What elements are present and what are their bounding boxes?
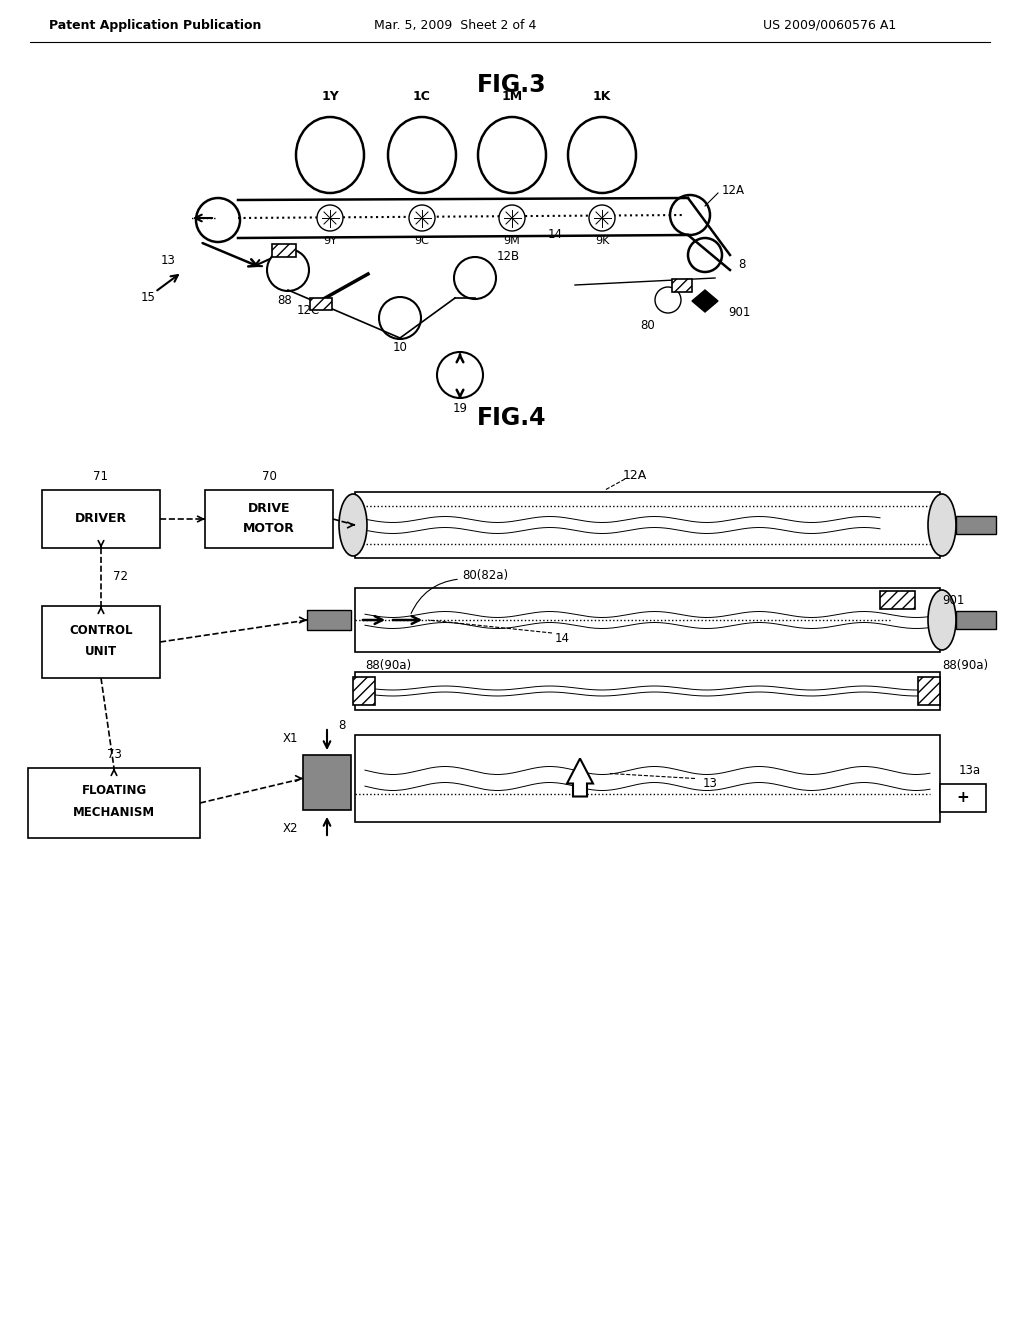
Text: 13a: 13a	[958, 763, 981, 776]
Bar	[672, 279, 692, 292]
Text: 13: 13	[161, 253, 175, 267]
Polygon shape	[692, 290, 718, 312]
Circle shape	[196, 198, 240, 242]
Text: 9Y: 9Y	[323, 236, 337, 246]
Circle shape	[655, 286, 681, 313]
Text: 1K: 1K	[593, 91, 611, 103]
Text: +: +	[956, 791, 970, 805]
Circle shape	[670, 195, 710, 235]
Text: Patent Application Publication: Patent Application Publication	[49, 18, 261, 32]
Bar	[28, 768, 200, 838]
Text: MOTOR: MOTOR	[243, 523, 295, 536]
Text: 8: 8	[338, 718, 346, 731]
Text: DRIVE: DRIVE	[248, 503, 290, 516]
Ellipse shape	[928, 590, 956, 649]
Bar	[272, 244, 296, 257]
Text: 71: 71	[93, 470, 109, 483]
Text: 10: 10	[392, 342, 408, 355]
Ellipse shape	[339, 494, 367, 556]
Ellipse shape	[388, 117, 456, 193]
Bar	[956, 516, 996, 535]
Text: 70: 70	[261, 470, 276, 483]
Bar	[205, 490, 333, 548]
Bar	[940, 784, 986, 812]
Polygon shape	[567, 759, 593, 796]
Bar	[42, 490, 160, 548]
Bar	[353, 677, 375, 705]
Text: 12C: 12C	[296, 304, 319, 317]
Text: 1Y: 1Y	[322, 91, 339, 103]
Bar	[307, 610, 351, 630]
Ellipse shape	[928, 494, 956, 556]
Bar	[355, 587, 940, 652]
Circle shape	[409, 205, 435, 231]
Circle shape	[688, 238, 722, 272]
Text: FLOATING: FLOATING	[81, 784, 146, 797]
Text: 12A: 12A	[623, 469, 647, 482]
Circle shape	[317, 205, 343, 231]
Text: 13: 13	[702, 777, 718, 789]
Bar	[303, 755, 351, 810]
Circle shape	[454, 257, 496, 300]
Circle shape	[437, 352, 483, 399]
Text: 88: 88	[278, 293, 293, 306]
Text: 15: 15	[140, 292, 156, 305]
Text: 9M: 9M	[504, 236, 520, 246]
Text: 88(90a): 88(90a)	[365, 659, 411, 672]
Circle shape	[267, 249, 309, 290]
Text: 9K: 9K	[595, 236, 609, 246]
Text: CONTROL: CONTROL	[70, 623, 133, 636]
Text: UNIT: UNIT	[85, 645, 117, 659]
Bar	[880, 591, 915, 609]
Text: 88(90a): 88(90a)	[942, 659, 988, 672]
Text: 12B: 12B	[497, 251, 519, 264]
Text: X2: X2	[283, 821, 298, 834]
Text: DRIVER: DRIVER	[75, 512, 127, 525]
Circle shape	[379, 297, 421, 339]
Text: 12A: 12A	[722, 183, 745, 197]
Bar	[355, 672, 940, 710]
Text: 901: 901	[728, 305, 751, 318]
Text: 80: 80	[641, 318, 655, 331]
Text: MECHANISM: MECHANISM	[73, 807, 155, 820]
Text: 14: 14	[555, 631, 570, 644]
Bar	[956, 611, 996, 630]
Text: 1C: 1C	[413, 91, 431, 103]
Text: US 2009/0060576 A1: US 2009/0060576 A1	[763, 18, 897, 32]
Text: 8: 8	[738, 259, 745, 272]
Text: 80(82a): 80(82a)	[462, 569, 508, 582]
Text: 73: 73	[106, 747, 122, 760]
Text: FIG.4: FIG.4	[477, 407, 547, 430]
Bar	[310, 298, 332, 310]
Text: 1M: 1M	[502, 91, 522, 103]
Ellipse shape	[296, 117, 364, 193]
Circle shape	[499, 205, 525, 231]
Text: Mar. 5, 2009  Sheet 2 of 4: Mar. 5, 2009 Sheet 2 of 4	[374, 18, 537, 32]
Text: 19: 19	[453, 401, 468, 414]
Text: FIG.3: FIG.3	[477, 73, 547, 96]
Bar	[918, 677, 940, 705]
Text: X1: X1	[283, 733, 298, 746]
Text: 72: 72	[114, 570, 128, 583]
Text: 901: 901	[942, 594, 965, 607]
Circle shape	[589, 205, 615, 231]
Ellipse shape	[568, 117, 636, 193]
Bar	[355, 735, 940, 822]
Bar	[355, 492, 940, 558]
Bar	[42, 606, 160, 678]
Ellipse shape	[478, 117, 546, 193]
Text: 9C: 9C	[415, 236, 429, 246]
Text: 14: 14	[548, 228, 562, 242]
